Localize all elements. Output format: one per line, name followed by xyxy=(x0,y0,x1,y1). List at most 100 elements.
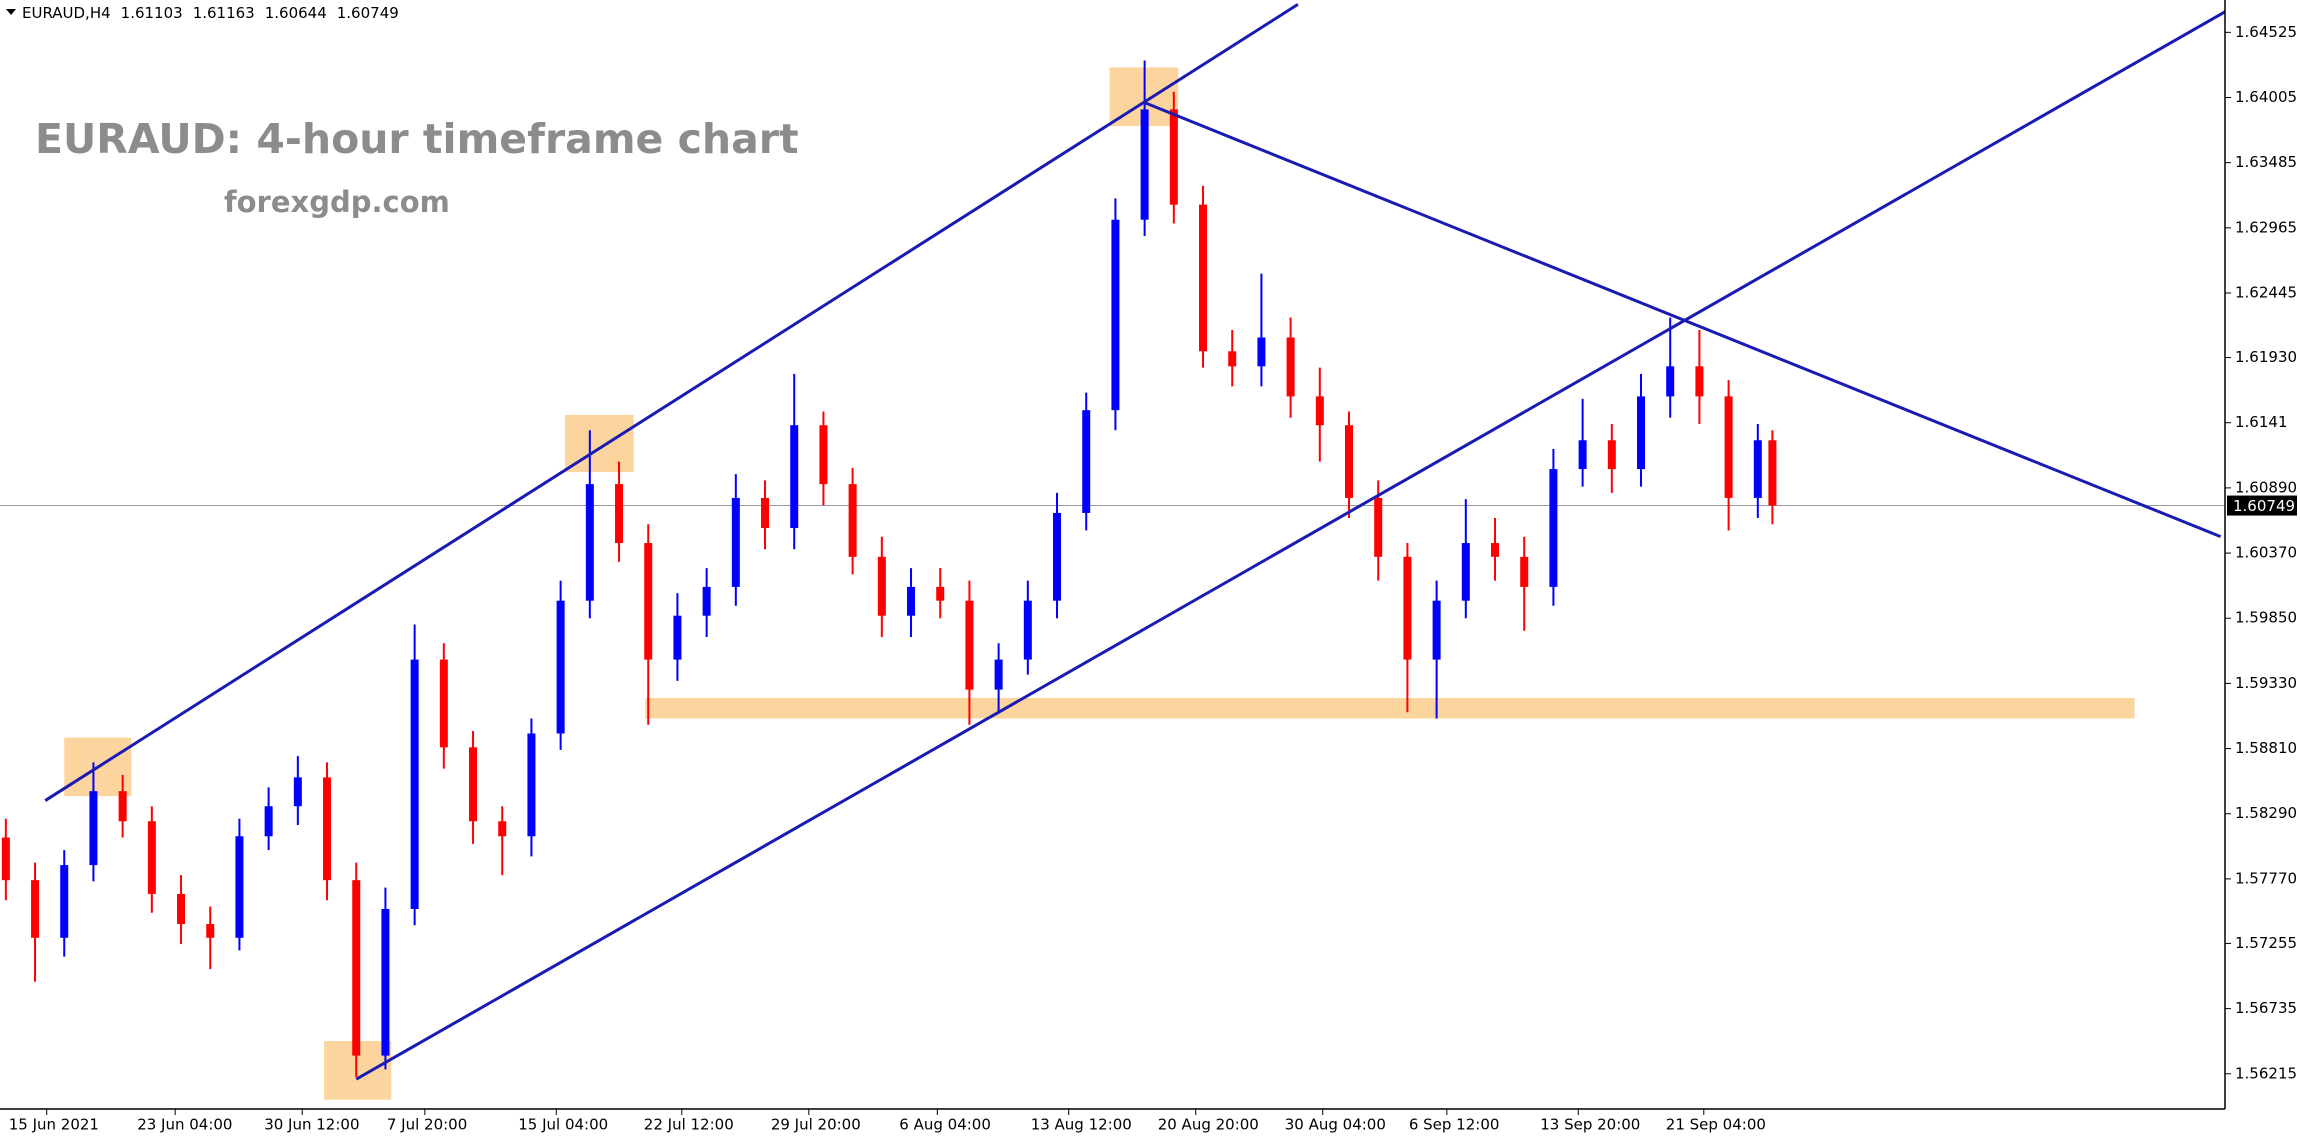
candle-body xyxy=(1082,410,1091,513)
x-tick-label: 7 Jul 20:00 xyxy=(387,1116,467,1134)
x-tick-label: 30 Jun 12:00 xyxy=(264,1116,359,1134)
y-tick-label: 1.56735 xyxy=(2235,999,2297,1017)
candle-body xyxy=(1666,366,1675,397)
y-tick-label: 1.60890 xyxy=(2235,478,2297,496)
y-tick-label: 1.64005 xyxy=(2235,88,2297,106)
candle-body xyxy=(264,806,273,837)
candle-body xyxy=(1023,600,1032,660)
candle-body xyxy=(1053,512,1062,601)
candle-body xyxy=(1228,351,1237,367)
last-price-label: 1.60749 xyxy=(2233,497,2295,515)
x-tick-label: 6 Aug 04:00 xyxy=(899,1116,991,1134)
candle-body xyxy=(118,791,127,822)
candle-body xyxy=(1140,109,1149,220)
candle-body xyxy=(147,821,156,894)
candle-body xyxy=(1607,440,1616,470)
candle-body xyxy=(819,425,828,485)
candle-body xyxy=(235,836,244,938)
candle-body xyxy=(323,777,332,881)
x-tick-label: 6 Sep 12:00 xyxy=(1409,1116,1500,1134)
x-tick-label: 23 Jun 04:00 xyxy=(137,1116,232,1134)
candle-body xyxy=(293,777,302,807)
header-value: 1.60644 xyxy=(265,4,327,22)
y-tick-label: 1.60370 xyxy=(2235,544,2297,562)
header-value: 1.61163 xyxy=(193,4,255,22)
y-tick-label: 1.63485 xyxy=(2235,153,2297,171)
x-tick-label: 13 Aug 12:00 xyxy=(1031,1116,1132,1134)
chart-header: EURAUD,H4 1.61103 1.61163 1.60644 1.60749 xyxy=(22,4,399,22)
x-tick-label: 13 Sep 20:00 xyxy=(1540,1116,1640,1134)
candle-body xyxy=(89,791,98,866)
candle-body xyxy=(1461,543,1470,601)
candle-body xyxy=(177,893,186,925)
candle-body xyxy=(615,484,624,544)
candle-body xyxy=(60,865,69,938)
candle-body xyxy=(1491,543,1500,557)
header-value: 1.61103 xyxy=(121,4,183,22)
candle-body xyxy=(731,497,740,587)
candle-body xyxy=(1724,396,1733,498)
candle-body xyxy=(585,484,594,601)
candle-body xyxy=(994,659,1003,690)
candle-body xyxy=(1111,219,1120,411)
x-tick-label: 29 Jul 20:00 xyxy=(771,1116,861,1134)
y-tick-label: 1.56215 xyxy=(2235,1064,2297,1082)
candle-body xyxy=(1315,396,1324,426)
y-tick-label: 1.58290 xyxy=(2235,804,2297,822)
candle-body xyxy=(965,600,974,690)
candle-body xyxy=(556,600,565,734)
x-tick-label: 15 Jul 04:00 xyxy=(518,1116,608,1134)
y-tick-label: 1.61930 xyxy=(2235,348,2297,366)
menu-arrow xyxy=(6,9,16,15)
chart-subtitle: forexgdp.com xyxy=(224,185,450,219)
candle-body xyxy=(761,497,770,528)
x-tick-label: 15 Jun 2021 xyxy=(9,1116,99,1134)
candle-body xyxy=(1403,556,1412,660)
candle-body xyxy=(1768,440,1777,506)
candle-body xyxy=(644,543,653,660)
x-tick-label: 30 Aug 04:00 xyxy=(1285,1116,1386,1134)
candle-body xyxy=(381,908,390,1056)
candle-body xyxy=(936,586,945,601)
x-tick-label: 20 Aug 20:00 xyxy=(1158,1116,1259,1134)
candle-body xyxy=(1695,366,1704,397)
candle-body xyxy=(352,880,361,1056)
highlight-zone xyxy=(645,697,2135,719)
candle-body xyxy=(439,659,448,748)
chart-title: EURAUD: 4-hour timeframe chart xyxy=(35,115,799,163)
candle-body xyxy=(498,821,507,837)
trendline xyxy=(44,3,1299,802)
y-tick-label: 1.64525 xyxy=(2235,23,2297,41)
candle-body xyxy=(206,924,215,938)
y-tick-label: 1.62445 xyxy=(2235,284,2297,302)
candle-body xyxy=(790,425,799,528)
candle-body xyxy=(527,733,536,837)
candle-body xyxy=(1549,469,1558,587)
candle-body xyxy=(877,556,886,616)
candle-body xyxy=(848,484,857,557)
candle-body xyxy=(907,586,916,616)
candle-body xyxy=(702,586,711,616)
candle-body xyxy=(673,615,682,660)
y-tick-label: 1.57770 xyxy=(2235,869,2297,887)
y-tick-label: 1.6141 xyxy=(2235,413,2288,431)
candle-body xyxy=(1169,109,1178,205)
zones xyxy=(64,67,2135,1100)
y-tick-label: 1.59330 xyxy=(2235,674,2297,692)
candle-body xyxy=(1578,440,1587,470)
candle-body xyxy=(410,659,419,909)
candle-body xyxy=(469,747,478,822)
x-tick-label: 22 Jul 12:00 xyxy=(644,1116,734,1134)
x-tick-label: 21 Sep 04:00 xyxy=(1666,1116,1766,1134)
candle-body xyxy=(31,880,40,938)
candle-body xyxy=(1257,337,1266,367)
trendline xyxy=(1144,101,2222,539)
symbol: EURAUD,H4 xyxy=(22,4,111,22)
y-tick-label: 1.62965 xyxy=(2235,218,2297,236)
y-tick-label: 1.58810 xyxy=(2235,739,2297,757)
axis-area-bottom xyxy=(0,1109,2300,1136)
candle-body xyxy=(1374,497,1383,557)
y-tick-label: 1.57255 xyxy=(2235,934,2297,952)
